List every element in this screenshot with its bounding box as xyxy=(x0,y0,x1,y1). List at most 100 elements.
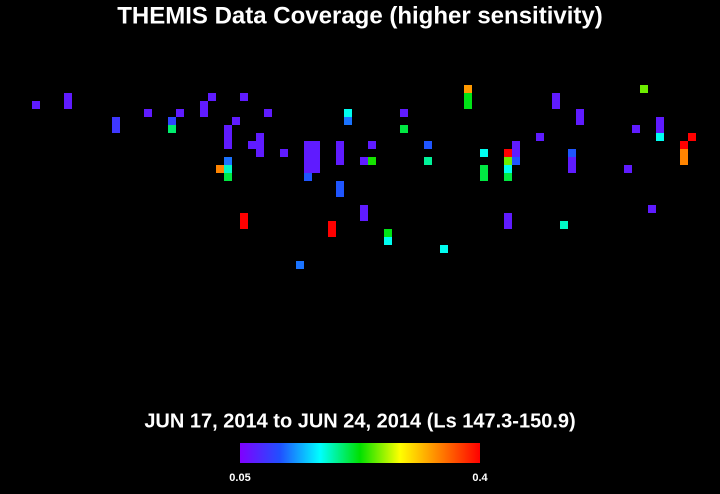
chart-title: THEMIS Data Coverage (higher sensitivity… xyxy=(117,2,602,29)
coverage-cell xyxy=(256,141,264,149)
colorbar-label: 0.4 xyxy=(472,472,488,484)
coverage-cell xyxy=(224,141,232,149)
coverage-cell xyxy=(576,117,584,125)
coverage-cell xyxy=(232,117,240,125)
coverage-cell xyxy=(480,149,488,157)
coverage-cell xyxy=(440,245,448,253)
coverage-cell xyxy=(64,101,72,109)
coverage-cell xyxy=(504,149,512,157)
coverage-cell xyxy=(400,125,408,133)
coverage-cell xyxy=(336,189,344,197)
coverage-cell xyxy=(384,229,392,237)
coverage-cell xyxy=(112,117,120,125)
coverage-cell xyxy=(224,173,232,181)
coverage-cell xyxy=(224,125,232,133)
coverage-cell xyxy=(568,165,576,173)
coverage-cell xyxy=(360,205,368,213)
coverage-cell xyxy=(112,125,120,133)
coverage-cell xyxy=(240,213,248,221)
coverage-cell xyxy=(336,141,344,149)
coverage-cell xyxy=(312,141,320,149)
chart-subtitle: JUN 17, 2014 to JUN 24, 2014 (Ls 147.3-1… xyxy=(144,410,575,432)
coverage-cell xyxy=(384,237,392,245)
coverage-cell xyxy=(480,165,488,173)
coverage-cell xyxy=(504,221,512,229)
coverage-cell xyxy=(656,133,664,141)
coverage-cell xyxy=(224,133,232,141)
coverage-cell xyxy=(304,173,312,181)
coverage-cell xyxy=(240,221,248,229)
coverage-cell xyxy=(512,157,520,165)
coverage-cell xyxy=(400,109,408,117)
coverage-cell xyxy=(648,205,656,213)
coverage-cell xyxy=(640,85,648,93)
coverage-cell xyxy=(208,93,216,101)
coverage-cell xyxy=(280,149,288,157)
coverage-cell xyxy=(224,157,232,165)
coverage-cell xyxy=(424,157,432,165)
coverage-cell xyxy=(504,213,512,221)
coverage-cell xyxy=(312,149,320,157)
coverage-cell xyxy=(464,101,472,109)
coverage-cell xyxy=(200,109,208,117)
coverage-cell xyxy=(552,101,560,109)
coverage-cell xyxy=(368,157,376,165)
coverage-cell xyxy=(368,141,376,149)
coverage-cell xyxy=(64,93,72,101)
coverage-cell xyxy=(304,149,312,157)
coverage-cell xyxy=(248,141,256,149)
coverage-cell xyxy=(336,181,344,189)
coverage-cell xyxy=(304,141,312,149)
coverage-cell xyxy=(168,125,176,133)
coverage-cell xyxy=(504,165,512,173)
coverage-cell xyxy=(296,261,304,269)
coverage-cell xyxy=(680,157,688,165)
coverage-cell xyxy=(312,157,320,165)
coverage-cell xyxy=(560,221,568,229)
coverage-cell xyxy=(512,141,520,149)
coverage-cell xyxy=(568,157,576,165)
coverage-cell xyxy=(344,109,352,117)
coverage-cell xyxy=(264,109,272,117)
coverage-cell xyxy=(552,93,560,101)
coverage-cell xyxy=(336,157,344,165)
coverage-cell xyxy=(632,125,640,133)
coverage-cell xyxy=(304,157,312,165)
coverage-cell xyxy=(216,165,224,173)
coverage-cell xyxy=(312,165,320,173)
coverage-cell xyxy=(200,101,208,109)
coverage-cell xyxy=(168,117,176,125)
coverage-cell xyxy=(360,213,368,221)
coverage-cell xyxy=(624,165,632,173)
coverage-cell xyxy=(480,173,488,181)
colorbar-label: 0.05 xyxy=(229,472,250,484)
coverage-cell xyxy=(304,165,312,173)
coverage-cell xyxy=(576,109,584,117)
coverage-cell xyxy=(568,149,576,157)
coverage-cell xyxy=(464,93,472,101)
coverage-cell xyxy=(176,109,184,117)
coverage-cell xyxy=(328,221,336,229)
coverage-cell xyxy=(464,85,472,93)
coverage-cell xyxy=(680,149,688,157)
coverage-cell xyxy=(656,125,664,133)
coverage-cell xyxy=(680,141,688,149)
coverage-cell xyxy=(512,149,520,157)
coverage-cell xyxy=(504,157,512,165)
coverage-cell xyxy=(224,165,232,173)
coverage-cell xyxy=(536,133,544,141)
coverage-cell xyxy=(504,173,512,181)
coverage-cell xyxy=(328,229,336,237)
coverage-cell xyxy=(336,149,344,157)
coverage-cell xyxy=(256,133,264,141)
coverage-cell xyxy=(656,117,664,125)
coverage-cell xyxy=(256,149,264,157)
coverage-cell xyxy=(144,109,152,117)
coverage-cell xyxy=(344,117,352,125)
coverage-cell xyxy=(240,93,248,101)
coverage-cell xyxy=(360,157,368,165)
coverage-cell xyxy=(32,101,40,109)
